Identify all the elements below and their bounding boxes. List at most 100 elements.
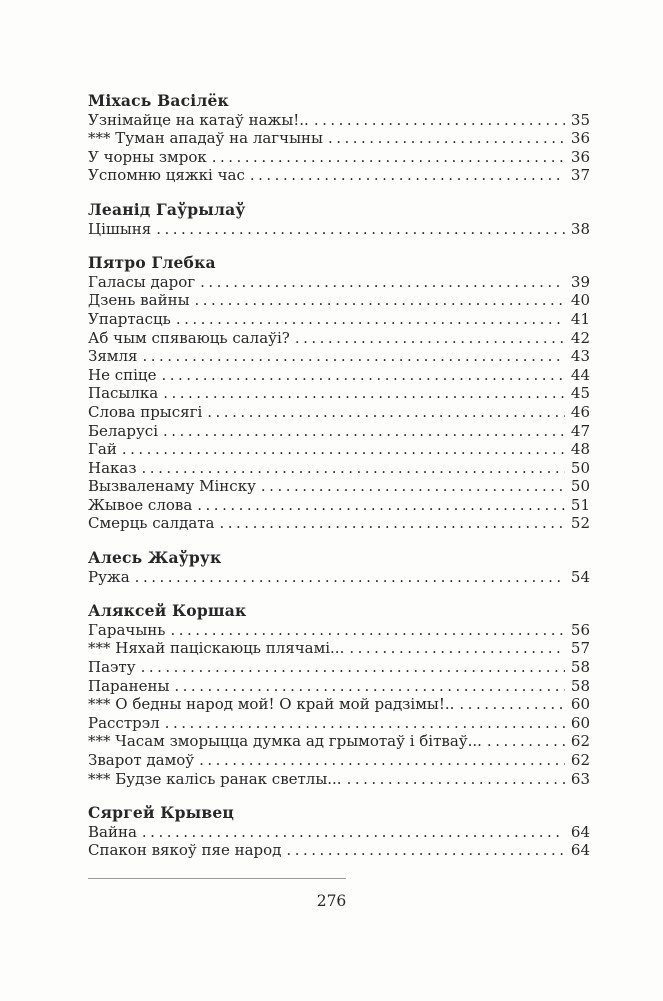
- dot-leader: [135, 568, 565, 587]
- dot-leader: [459, 695, 565, 714]
- entry-page-number: 40: [570, 291, 590, 310]
- entry-page-number: 64: [570, 822, 590, 841]
- entry-title: Упартасць: [88, 309, 171, 328]
- entry-title: Вызваленаму Мінску: [88, 477, 256, 496]
- toc-entry: *** Няхай паціскаюць плячамі... 57: [88, 639, 590, 658]
- toc-entry: Зварот дамоў 62: [88, 751, 590, 770]
- toc-entry: Узнімайце на катаў нажы!.. 35: [88, 111, 590, 130]
- toc-entry: Паэту 58: [88, 658, 590, 677]
- toc-section: Аляксей Коршак Гарачынь 56 *** Няхай пац…: [88, 602, 590, 788]
- entry-title: *** Часам зморыцца думка ад грымотаў і б…: [88, 732, 482, 751]
- entry-page-number: 39: [570, 272, 590, 291]
- entry-title: Гай: [88, 440, 117, 459]
- entry-page-number: 51: [570, 495, 590, 514]
- toc-entry: У чорны змрок 36: [88, 148, 590, 167]
- entry-page-number: 47: [570, 421, 590, 440]
- footer-rule: [88, 878, 346, 879]
- entry-page-number: 52: [570, 514, 590, 533]
- entry-page-number: 50: [570, 477, 590, 496]
- toc-entry: Зямля 43: [88, 347, 590, 366]
- entry-title: Паранены: [88, 676, 170, 695]
- dot-leader: [142, 347, 565, 366]
- entry-title: У чорны змрок: [88, 147, 207, 166]
- entry-page-number: 58: [570, 658, 590, 677]
- toc-entry: Гай 48: [88, 440, 590, 459]
- entry-page-number: 60: [570, 695, 590, 714]
- entry-title: Смерць салдата: [88, 514, 215, 533]
- dot-leader: [122, 440, 565, 459]
- entry-title: Расстрэл: [88, 713, 160, 732]
- toc-section: Сяргей Крывец Вайна 64 Спакон вякоў пяе …: [88, 804, 590, 860]
- entry-title: *** О бедны народ мой! О край мой радзім…: [88, 695, 455, 714]
- author-heading: Леанід Гаўрылаў: [88, 199, 246, 219]
- entry-page-number: 37: [570, 166, 590, 185]
- entry-page-number: 58: [570, 676, 590, 695]
- entry-page-number: 45: [570, 384, 590, 403]
- entry-title: Не спіце: [88, 365, 157, 384]
- author-heading: Алесь Жаўрук: [88, 548, 222, 568]
- author-heading: Аляксей Коршак: [88, 601, 247, 621]
- entry-title: Ружа: [88, 567, 130, 586]
- entry-title: Наказ: [88, 458, 137, 477]
- dot-leader: [174, 677, 565, 696]
- toc-entry: Вызваленаму Мінску 50: [88, 477, 590, 496]
- entry-title: Беларусі: [88, 421, 158, 440]
- toc-entry: Беларусі 47: [88, 422, 590, 441]
- dot-leader: [220, 514, 566, 533]
- dot-leader: [328, 129, 565, 148]
- toc-entry: Дзень вайны 40: [88, 291, 590, 310]
- entry-page-number: 41: [570, 309, 590, 328]
- toc-section: Алесь Жаўрук Ружа 54: [88, 548, 590, 587]
- toc-entry: Смерць салдата 52: [88, 514, 590, 533]
- entry-page-number: 43: [570, 347, 590, 366]
- toc-entry: *** Часам зморыцца думка ад грымотаў і б…: [88, 732, 590, 751]
- dot-leader: [156, 220, 565, 239]
- toc-entry: *** Будзе калісь ранак светлы... 63: [88, 770, 590, 789]
- entry-title: *** Туман ападаў на лагчыны: [88, 129, 323, 148]
- dot-leader: [286, 841, 565, 860]
- entry-title: Вайна: [88, 822, 137, 841]
- toc-entry: Наказ 50: [88, 459, 590, 478]
- toc-section: Леанід Гаўрылаў Цішыня 38: [88, 199, 590, 239]
- toc-entry: Галасы дарог 39: [88, 273, 590, 292]
- entry-title: *** Будзе калісь ранак светлы...: [88, 769, 342, 788]
- entry-title: Спакон вякоў пяе народ: [88, 841, 282, 860]
- author-heading: Міхась Васілёк: [88, 91, 229, 110]
- entry-title: Узнімайце на катаў нажы!..: [88, 110, 309, 129]
- dot-leader: [165, 714, 565, 733]
- dot-leader: [170, 621, 565, 640]
- toc-entry: Пасылка 45: [88, 384, 590, 403]
- entry-page-number: 48: [570, 440, 590, 459]
- entry-page-number: 63: [570, 769, 590, 788]
- entry-page-number: 62: [570, 751, 590, 769]
- dot-leader: [141, 658, 565, 677]
- entry-title: Жывое слова: [88, 495, 193, 514]
- entry-title: Зварот дамоў: [88, 751, 195, 769]
- toc-entry: Слова прысягі 46: [88, 403, 590, 422]
- toc-entry: Жывое слова 51: [88, 496, 590, 515]
- toc-entry: Успомню цяжкі час 37: [88, 166, 590, 185]
- entry-page-number: 46: [570, 402, 590, 421]
- entry-title: Зямля: [88, 347, 138, 366]
- entry-list: Галасы дарог 39 Дзень вайны 40 Упартасць…: [88, 273, 590, 533]
- toc-entry: Цішыня 38: [88, 220, 590, 239]
- page-number: 276: [316, 892, 347, 910]
- entry-page-number: 62: [570, 732, 590, 751]
- dot-leader: [142, 459, 565, 478]
- toc-entry: *** Туман ападаў на лагчыны 36: [88, 129, 590, 148]
- toc-entry: Не спіце 44: [88, 366, 590, 385]
- dot-leader: [207, 403, 565, 422]
- dot-leader: [199, 751, 565, 770]
- toc-entry: Аб чым спяваюць салаўі? 42: [88, 329, 590, 348]
- entry-page-number: 36: [570, 129, 590, 148]
- entry-list: Цішыня 38: [88, 220, 590, 239]
- dot-leader: [163, 422, 565, 441]
- toc-section: Пятро Глебка Галасы дарог 39 Дзень вайны…: [88, 254, 590, 533]
- toc-entry: Вайна 64: [88, 823, 590, 842]
- entry-title: Слова прысягі: [88, 402, 203, 421]
- entry-page-number: 38: [570, 219, 590, 238]
- entry-page-number: 44: [570, 365, 590, 384]
- entry-list: Вайна 64 Спакон вякоў пяе народ 64: [88, 823, 590, 860]
- toc-entry: Гарачынь 56: [88, 621, 590, 640]
